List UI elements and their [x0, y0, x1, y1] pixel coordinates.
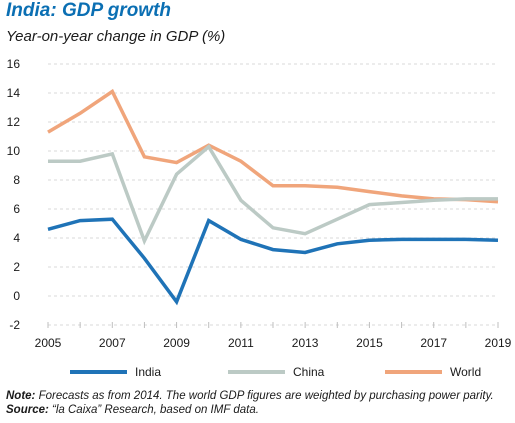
- legend-label-india: India: [135, 365, 161, 379]
- y-tick-label: 2: [13, 260, 20, 274]
- x-tick-label: 2011: [228, 336, 254, 350]
- legend-label-china: China: [293, 365, 325, 379]
- x-tick-label: 2015: [356, 336, 383, 350]
- footnote: Note: Forecasts as from 2014. The world …: [6, 389, 494, 417]
- y-tick-label: 10: [7, 144, 21, 158]
- x-axis-tick-marks: [47, 322, 499, 328]
- source-label: Source:: [6, 404, 49, 416]
- grid-lines: [48, 63, 498, 326]
- y-tick-label: 6: [13, 202, 20, 216]
- series-line-world: [47, 88, 499, 204]
- x-tick-label: 2017: [420, 336, 447, 350]
- legend-label-world: World: [450, 365, 481, 379]
- legend: India China World: [70, 365, 481, 379]
- note-text: Forecasts as from 2014. The world GDP fi…: [38, 390, 494, 402]
- y-tick-label: 16: [7, 57, 21, 71]
- x-tick-label: 2013: [292, 336, 319, 350]
- y-tick-label: 8: [13, 173, 20, 187]
- chart-subtitle: Year-on-year change in GDP (%): [6, 28, 226, 45]
- x-axis-tick-labels: 2005 2007 2009 2011 2013 2015 2017 2019: [35, 336, 512, 350]
- series-line-china: [48, 144, 498, 246]
- y-tick-label: -2: [9, 318, 20, 332]
- y-tick-label: 12: [7, 115, 21, 129]
- note-line: Note: Forecasts as from 2014. The world …: [6, 389, 494, 403]
- y-tick-label: 14: [7, 86, 21, 100]
- x-tick-label: 2019: [485, 336, 512, 350]
- y-axis-tick-labels: -2 0 2 4 6 8 10 12 14 16: [7, 57, 21, 332]
- chart-title: India: GDP growth: [6, 0, 172, 21]
- x-tick-label: 2005: [35, 336, 62, 350]
- series-lines: [47, 88, 499, 306]
- y-tick-label: 4: [13, 231, 20, 245]
- note-label: Note:: [6, 390, 36, 402]
- series-line-india: [47, 217, 499, 306]
- source-line: Source: “la Caixa” Research, based on IM…: [6, 403, 494, 417]
- x-tick-label: 2007: [99, 336, 126, 350]
- x-tick-label: 2009: [163, 336, 190, 350]
- y-tick-label: 0: [13, 289, 20, 303]
- source-text: “la Caixa” Research, based on IMF data.: [52, 404, 259, 416]
